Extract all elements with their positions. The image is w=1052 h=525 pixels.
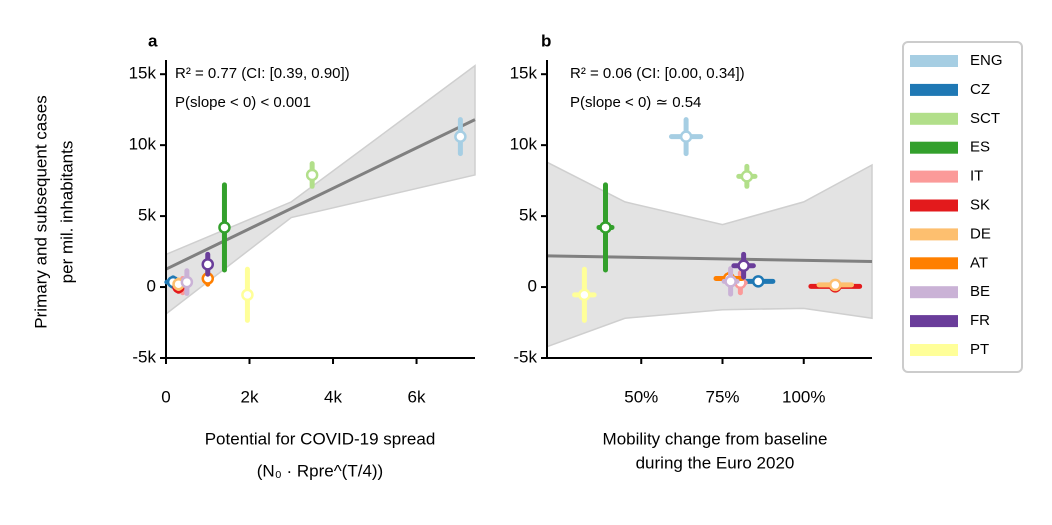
legend-label: BE [970,283,990,300]
y-tick-label: 15k [129,64,157,83]
legend-label: SK [970,196,990,213]
legend-label: ENG [970,52,1003,69]
y-tick-label: 5k [519,206,537,225]
legend-swatch [910,112,958,125]
y-tick-label: 10k [510,135,538,154]
legend-swatch [910,199,958,212]
fit-line [546,254,873,264]
y-tick-label: -5k [513,347,537,366]
point [180,275,194,289]
confidence-band [546,160,873,348]
fit-line [165,118,476,271]
x-axis-label: Potential for COVID-19 spread [205,429,436,448]
y-axis-label: Primary and subsequent cases [31,95,50,328]
point [752,275,765,288]
legend-swatch [910,141,958,154]
point [829,278,842,292]
x-axis-label: during the Euro 2020 [636,453,795,472]
x-tick-label: 75% [705,387,739,406]
point [740,170,754,183]
legend-swatch [910,83,958,96]
legend-label: IT [970,168,983,185]
x-tick-label: 100% [782,387,825,406]
point [578,288,591,302]
point [305,168,319,182]
legend-label: CZ [970,81,990,98]
y-tick-label: 15k [510,64,538,83]
x-tick-label: 6k [408,387,426,406]
point [599,221,612,234]
y-tick-label: 0 [528,277,537,296]
legend-swatch [910,257,958,270]
legend-label: DE [970,225,991,242]
legend-label: FR [970,312,990,329]
point [724,275,737,288]
legend-swatch [910,170,958,183]
y-tick-label: 5k [138,206,156,225]
legend-swatch [910,344,958,356]
legend-swatch [910,55,958,67]
y-axis-label: per mil. inhabitants [57,141,76,284]
point [218,221,231,234]
legend-label: AT [970,254,988,271]
y-tick-label: -5k [132,347,156,366]
point [241,288,254,302]
legend-label: SCT [970,110,1000,127]
x-tick-label: 50% [624,387,658,406]
legend-label: PT [970,341,989,358]
x-tick-label: 4k [324,387,342,406]
point [454,130,467,143]
point [679,130,693,143]
annotation: P(slope < 0) ≃ 0.54 [570,94,701,111]
x-tick-label: 2k [241,387,259,406]
y-tick-label: 10k [129,135,157,154]
point [737,259,750,273]
legend-swatch [910,315,958,328]
point [201,258,215,271]
annotation: R² = 0.77 (CI: [0.39, 0.90]) [175,65,350,82]
panel-letter: b [541,31,551,50]
annotation: P(slope < 0) < 0.001 [175,94,311,111]
annotation: R² = 0.06 (CI: [0.00, 0.34]) [570,65,745,82]
panel-letter: a [148,31,158,50]
legend-swatch [910,228,958,241]
x-axis-label: (N₀ · Rpre^(T/4)) [257,461,383,480]
x-axis-label: Mobility change from baseline [603,429,828,448]
legend-label: ES [970,139,990,156]
legend-swatch [910,286,958,299]
y-tick-label: 0 [147,277,156,296]
x-tick-label: 0 [161,387,170,406]
